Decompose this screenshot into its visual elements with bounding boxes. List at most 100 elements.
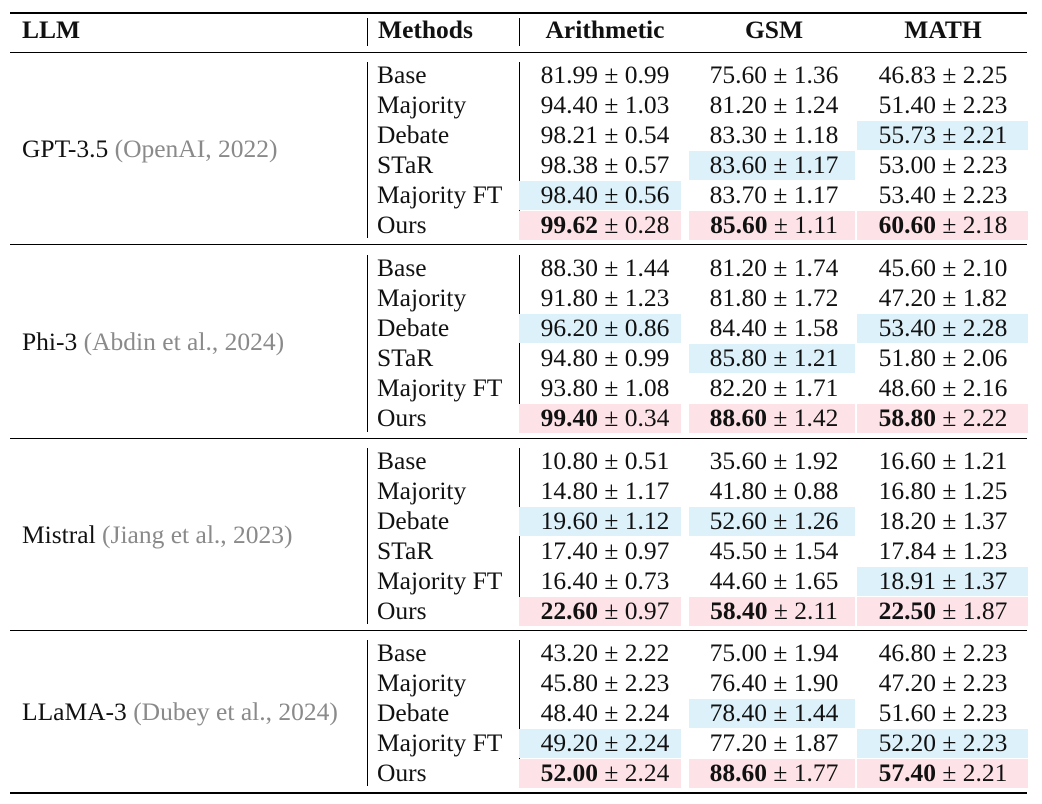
metric-value: 98.40: [540, 180, 598, 209]
group-divider-right: [519, 62, 520, 238]
metric-error: 2.22: [624, 638, 670, 667]
metric-value: 45.60: [878, 253, 936, 282]
metric-value: 14.80: [540, 476, 598, 505]
metric-value: 96.20: [540, 313, 598, 342]
metric-error: 1.08: [624, 373, 670, 402]
metric-error: 1.87: [962, 596, 1008, 625]
metric-error: 0.88: [793, 476, 839, 505]
metric-cell: 85.60 ± 1.11: [710, 210, 838, 239]
metric-value: 83.30: [709, 120, 767, 149]
best-highlight: [689, 404, 855, 433]
method-label: STaR: [377, 343, 434, 372]
metric-value: 99.62: [540, 210, 598, 239]
second-best-highlight: [857, 121, 1028, 150]
best-highlight: [689, 211, 855, 240]
metric-error: 0.28: [624, 210, 670, 239]
metric-cell: 16.80 ± 1.25: [878, 476, 1008, 505]
metric-value: 45.50: [709, 536, 767, 565]
method-label: Debate: [377, 506, 450, 535]
llm-name: LLaMA-3: [22, 697, 127, 726]
metric-cell: 81.20 ± 1.74: [709, 253, 839, 282]
group-divider-left: [367, 448, 368, 624]
metric-cell: 45.80 ± 2.23: [540, 668, 670, 697]
metric-value: 49.20: [540, 728, 598, 757]
metric-cell: 94.40 ± 1.03: [540, 90, 670, 119]
metric-cell: 51.40 ± 2.23: [878, 90, 1008, 119]
metric-cell: 55.73 ± 2.21: [878, 120, 1008, 149]
metric-error: 0.73: [624, 566, 670, 595]
metric-error: 1.77: [793, 758, 839, 787]
metric-value: 17.40: [540, 536, 598, 565]
metric-cell: 48.40 ± 2.24: [540, 698, 670, 727]
metric-value: 52.20: [878, 728, 936, 757]
metric-cell: 78.40 ± 1.44: [709, 698, 839, 727]
llm-label: Phi-3 (Abdin et al., 2024): [22, 327, 284, 357]
metric-error: 2.25: [962, 60, 1008, 89]
method-label: Ours: [377, 758, 427, 787]
metric-error: 1.65: [793, 566, 839, 595]
second-best-highlight: [689, 344, 855, 373]
metric-value: 81.20: [709, 90, 767, 119]
metric-error: 1.72: [793, 283, 839, 312]
metric-error: 1.44: [624, 253, 670, 282]
method-label: Majority FT: [377, 373, 503, 402]
metric-error: 1.82: [962, 283, 1008, 312]
metric-error: 2.24: [624, 728, 670, 757]
method-label: STaR: [377, 536, 434, 565]
top-rule: [10, 12, 1027, 14]
metric-cell: 88.30 ± 1.44: [540, 253, 670, 282]
metric-value: 51.80: [878, 343, 936, 372]
metric-value: 81.20: [709, 253, 767, 282]
second-best-highlight: [857, 567, 1028, 596]
metric-cell: 44.60 ± 1.65: [709, 566, 839, 595]
metric-value: 99.40: [540, 403, 598, 432]
metric-error: 2.10: [962, 253, 1008, 282]
method-label: Majority FT: [377, 728, 503, 757]
metric-cell: 35.60 ± 1.92: [709, 446, 839, 475]
metric-value: 41.80: [709, 476, 767, 505]
metric-error: 2.22: [962, 403, 1008, 432]
metric-error: 1.74: [793, 253, 839, 282]
method-label: Ours: [377, 596, 427, 625]
best-highlight: [689, 597, 855, 626]
metric-error: 1.17: [624, 476, 670, 505]
metric-value: 46.83: [878, 60, 936, 89]
metric-error: 2.23: [962, 698, 1008, 727]
metric-cell: 83.70 ± 1.17: [709, 180, 839, 209]
method-label: Base: [377, 253, 427, 282]
best-highlight: [857, 211, 1028, 240]
method-label: Majority: [377, 90, 467, 119]
metric-value: 60.60: [878, 210, 936, 239]
metric-error: 1.24: [793, 90, 839, 119]
best-highlight: [857, 404, 1028, 433]
metric-value: 47.20: [878, 668, 936, 697]
metric-error: 2.23: [624, 668, 670, 697]
metric-cell: 45.50 ± 1.54: [709, 536, 839, 565]
method-label: Majority: [377, 283, 467, 312]
metric-cell: 53.40 ± 2.23: [878, 180, 1008, 209]
metric-value: 47.20: [878, 283, 936, 312]
metric-value: 53.40: [878, 180, 936, 209]
metric-value: 16.80: [878, 476, 936, 505]
llm-citation: (Abdin et al., 2024): [83, 327, 285, 356]
method-label: Base: [377, 60, 427, 89]
group-divider-right: [519, 448, 520, 624]
metric-value: 48.60: [878, 373, 936, 402]
metric-error: 0.56: [624, 180, 670, 209]
metric-cell: 53.00 ± 2.23: [878, 150, 1008, 179]
metric-error: 0.97: [624, 536, 670, 565]
metric-cell: 52.00 ± 2.24: [540, 758, 670, 787]
metric-cell: 99.62 ± 0.28: [540, 210, 670, 239]
best-highlight: [857, 597, 1028, 626]
metric-value: 75.00: [709, 638, 767, 667]
header-arithmetic: Arithmetic: [545, 15, 665, 44]
best-highlight: [519, 404, 681, 433]
metric-cell: 85.80 ± 1.21: [709, 343, 839, 372]
metric-value: 16.40: [540, 566, 598, 595]
metric-value: 82.20: [709, 373, 767, 402]
metric-value: 58.40: [710, 596, 768, 625]
llm-name: GPT-3.5: [22, 134, 109, 163]
metric-error: 2.23: [962, 180, 1008, 209]
metric-error: 1.71: [793, 373, 839, 402]
second-best-highlight: [857, 729, 1028, 758]
